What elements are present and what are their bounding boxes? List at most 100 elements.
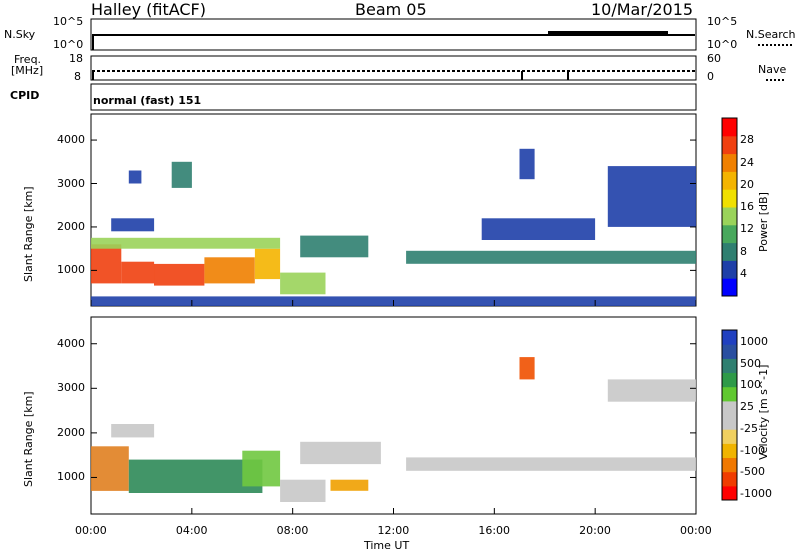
velocity-colorbar-tick-0: 1000 <box>740 335 768 348</box>
power-region-2 <box>154 263 205 286</box>
freq-left-unit: [MHz] <box>11 64 44 77</box>
power-colorbar-swatch-3 <box>722 224 737 244</box>
power-colorbar-swatch-9 <box>722 118 737 137</box>
power-region-0 <box>91 244 122 284</box>
power-colorbar-swatch-1 <box>722 260 737 279</box>
freq-left-tick-bottom: 8 <box>74 70 81 83</box>
freq-right-tick-bottom: 0 <box>707 70 714 83</box>
power-region-8 <box>406 250 696 264</box>
velocity-colorbar-swatch-5 <box>722 415 737 430</box>
velocity-colorbar-swatch-8 <box>722 372 737 388</box>
velocity-colorbar-swatch-10 <box>722 344 737 359</box>
velocity-regions <box>91 357 696 502</box>
power-region-6 <box>280 272 326 295</box>
velocity-ylabel: Slant Range [km] <box>22 391 35 487</box>
power-colorbar-swatch-0 <box>722 278 737 297</box>
velocity-region-4 <box>330 479 369 491</box>
freq-right-dots <box>766 79 784 81</box>
power-colorbar-tick-1: 8 <box>740 244 747 258</box>
power-region-7 <box>300 235 369 258</box>
xtick-label-3: 12:00 <box>377 524 410 537</box>
sky-left-tick-top: 10^5 <box>53 15 84 28</box>
power-colorbar-swatch-7 <box>722 153 737 172</box>
power-region-14 <box>481 218 596 240</box>
power-region-1 <box>121 261 155 284</box>
cpid-label: CPID <box>10 89 40 102</box>
power-colorbar <box>721 117 738 297</box>
axis-ticks <box>90 139 697 514</box>
velocity-colorbar-swatch-0 <box>722 485 737 501</box>
xtick-label-5: 20:00 <box>579 524 611 537</box>
velocity-region-5 <box>300 441 381 465</box>
sky-panel-frame <box>90 18 697 51</box>
xtick-label-6: 00:00 <box>680 524 712 537</box>
velocity-colorbar-tick-2: 100 <box>740 378 761 392</box>
velocity-colorbar-tick-5: -100 <box>740 443 765 457</box>
velocity-colorbar-tick-3: 25 <box>740 400 754 414</box>
power-colorbar-tick-0: 4 <box>740 266 747 280</box>
power-colorbar-frame <box>721 117 738 297</box>
velocity-colorbar-swatch-6 <box>722 400 737 416</box>
velocity-region-0 <box>91 446 129 491</box>
velocity-colorbar-tick-4: -25 <box>740 421 758 435</box>
velocity-region-9 <box>111 424 155 438</box>
power-colorbar-swatch-6 <box>722 171 737 190</box>
xtick-label-1: 04:00 <box>175 524 208 537</box>
cpid-panel-frame <box>90 83 697 111</box>
velocity-colorbar-swatch-11 <box>722 330 737 345</box>
power-colorbar-swatch-2 <box>722 242 737 261</box>
velocity-colorbar-swatch-4 <box>722 429 737 444</box>
sky-right-label: N.Search <box>746 28 796 41</box>
date-title: 10/Mar/2015 <box>591 0 694 19</box>
velocity-colorbar-swatch-9 <box>722 358 737 373</box>
power-region-4 <box>254 248 281 280</box>
velocity-colorbar-tick-6: -500 <box>740 465 765 479</box>
power-region-5 <box>91 237 281 249</box>
velocity-colorbar-swatch-2 <box>722 457 737 473</box>
ytick-label-1-1: 2000 <box>57 425 85 439</box>
velocity-colorbar-swatch-3 <box>722 443 737 458</box>
sky-left-label: N.Sky <box>4 28 36 41</box>
power-colorbar-tick-2: 12 <box>740 222 754 236</box>
velocity-colorbar-tick-7: -1000 <box>740 487 772 500</box>
velocity-region-8 <box>607 379 696 402</box>
power-colorbar-tick-6: 28 <box>740 133 754 147</box>
ytick-label-1-0: 1000 <box>57 470 85 484</box>
power-region-11 <box>171 161 192 188</box>
beam-title: Beam 05 <box>355 0 427 19</box>
sky-right-tick-bottom: 10^0 <box>707 38 738 51</box>
power-colorbar-swatch-8 <box>722 135 737 155</box>
xtick-label-0: 00:00 <box>75 524 107 537</box>
power-ylabel: Slant Range [km] <box>22 186 35 282</box>
velocity-colorbar-frame <box>721 329 738 501</box>
velocity-colorbar-swatch-1 <box>722 471 737 487</box>
sky-trace-burst <box>548 31 668 36</box>
velocity-region-1 <box>128 459 263 493</box>
ytick-label-0-2: 3000 <box>57 176 85 190</box>
freq-left-tick-top: 18 <box>69 52 83 65</box>
velocity-region-6 <box>406 457 696 471</box>
freq-panel-frame <box>90 55 697 81</box>
power-colorbar-swatch-5 <box>722 189 737 208</box>
power-colorbar-tick-4: 20 <box>740 177 754 191</box>
power-colorbar-tick-3: 16 <box>740 200 754 213</box>
power-colorbar-swatch-4 <box>722 207 737 226</box>
velocity-region-3 <box>280 479 326 502</box>
power-region-10 <box>128 170 142 184</box>
velocity-region-2 <box>242 450 281 487</box>
velocity-colorbar-tick-1: 500 <box>740 356 761 370</box>
velocity-colorbar-swatch-7 <box>722 386 737 402</box>
ytick-label-1-2: 3000 <box>57 381 85 395</box>
freq-right-tick-top: 60 <box>707 52 721 65</box>
power-region-3 <box>204 257 255 284</box>
velocity-region-7 <box>519 357 535 380</box>
ytick-label-1-3: 4000 <box>57 336 85 350</box>
xtick-label-2: 08:00 <box>276 524 309 537</box>
ytick-label-0-1: 2000 <box>57 219 85 233</box>
cpid-value: normal (fast) 151 <box>93 94 202 107</box>
power-region-13 <box>607 166 696 227</box>
freq-right-label: Nave <box>758 63 787 76</box>
station-title: Halley (fitACF) <box>91 0 206 19</box>
